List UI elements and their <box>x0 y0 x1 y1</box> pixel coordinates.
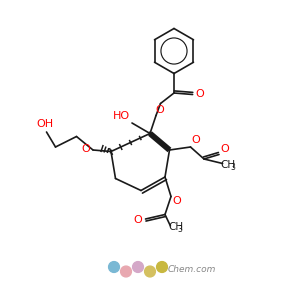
Text: O: O <box>82 144 91 154</box>
Circle shape <box>133 262 143 272</box>
Text: O: O <box>191 135 200 145</box>
Text: O: O <box>220 144 229 154</box>
Text: Chem.com: Chem.com <box>168 266 216 274</box>
Text: O: O <box>195 89 204 99</box>
Text: O: O <box>155 105 164 115</box>
Text: OH: OH <box>36 119 54 129</box>
Text: O: O <box>172 196 181 206</box>
Text: HO: HO <box>112 111 130 121</box>
Circle shape <box>145 266 155 277</box>
Text: 3: 3 <box>178 225 182 234</box>
Text: CH: CH <box>168 222 183 232</box>
Circle shape <box>157 262 167 272</box>
Circle shape <box>121 266 131 277</box>
Text: O: O <box>133 214 142 225</box>
Text: 3: 3 <box>230 163 235 172</box>
Circle shape <box>109 262 119 272</box>
Text: CH: CH <box>220 160 236 170</box>
